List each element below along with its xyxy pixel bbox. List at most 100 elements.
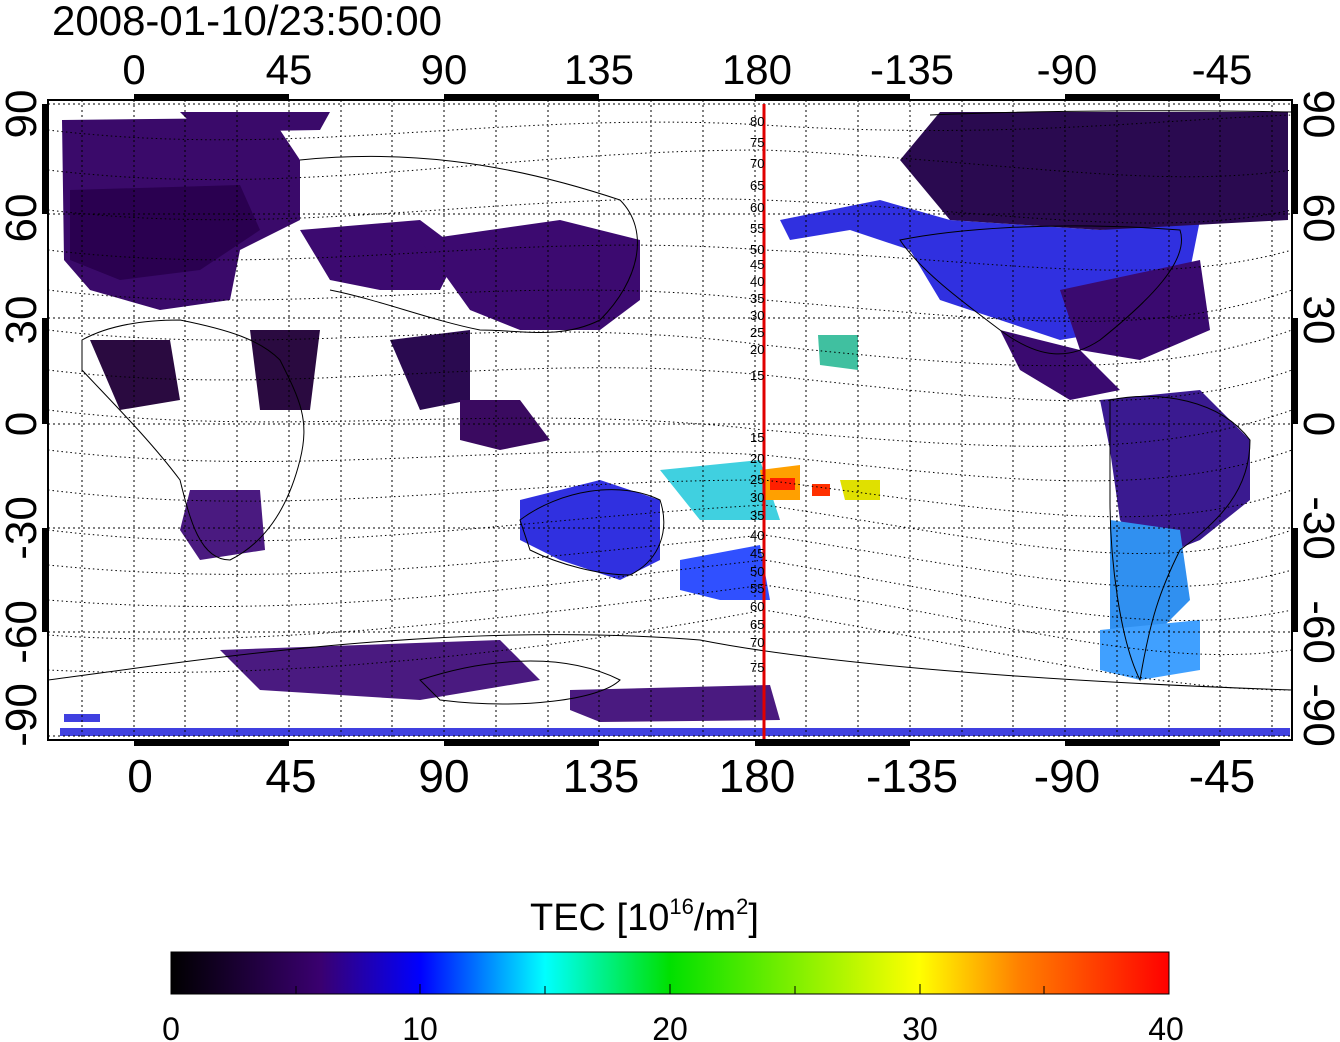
lat-tick-label-right: -30 (1294, 496, 1340, 560)
colorbar-title-text: TEC [10 (530, 897, 669, 939)
lon-tick-label-top: 135 (564, 46, 634, 93)
contour-label: 80 (750, 114, 764, 129)
lon-tick-label-top: 0 (122, 46, 145, 93)
colorbar-tick-label: 40 (1148, 1011, 1184, 1042)
lon-tick-label-bottom: -90 (1034, 750, 1100, 802)
lon-tick-label-bottom: 90 (418, 750, 469, 802)
colorbar-title-mid: /m (694, 897, 736, 939)
tec-region-south-ocean-purple (220, 640, 540, 700)
lon-tick-label-top: 45 (266, 46, 313, 93)
contour-label: 30 (750, 490, 764, 505)
colorbar-tick-label: 10 (402, 1011, 438, 1042)
lon-tick-label-bottom: 45 (265, 750, 316, 802)
contour-label: 60 (750, 599, 764, 614)
tec-region-indonesia (460, 400, 550, 450)
lon-tick-label-top: 90 (421, 46, 468, 93)
contour-label-group: 80 75 70 65 60 55 50 45 40 35 30 25 20 1… (750, 114, 764, 675)
tec-region-central-pacific-yellow (840, 480, 880, 500)
map-title: 2008-01-10/23:50:00 (52, 0, 442, 44)
top-longitude-axis: 0 45 90 135 180 -135 -90 -45 (122, 46, 1252, 93)
lat-tick-label-left: -90 (0, 683, 46, 747)
tec-region-india (390, 330, 470, 410)
lat-tick-label-left: -60 (0, 600, 46, 664)
tec-region-antarctic-band (60, 728, 1290, 736)
contour-label: 45 (750, 546, 764, 561)
lon-tick-label-bottom: 180 (719, 750, 796, 802)
contour-label: 55 (750, 221, 764, 236)
contour-label: 65 (750, 617, 764, 632)
tec-region-africa-west (90, 340, 180, 410)
contour-label: 75 (750, 660, 764, 675)
contour-label: 65 (750, 178, 764, 193)
map-gridlines (48, 100, 1292, 740)
contour-label: 35 (750, 291, 764, 306)
lat-tick-label-right: -60 (1294, 600, 1340, 664)
bottom-longitude-axis: 0 45 90 135 180 -135 -90 -45 (127, 750, 1255, 802)
lat-tick-label-left: 90 (0, 90, 46, 139)
tec-region-antarctica-purple (570, 685, 780, 722)
tec-region-central-pacific-red (770, 478, 795, 490)
tec-region-antarctic-band-2 (64, 714, 100, 722)
colorbar-tick-labels: 0 10 20 30 40 (162, 1011, 1184, 1042)
coastlines (48, 110, 1292, 705)
lon-tick-label-bottom: -135 (866, 750, 958, 802)
contour-label: 25 (750, 472, 764, 487)
contour-label: 45 (750, 257, 764, 272)
lon-tick-label-bottom: -45 (1189, 750, 1255, 802)
colorbar-title-sup1: 16 (669, 894, 693, 919)
lon-tick-label-top: 180 (722, 46, 792, 93)
lon-tick-label-top: -135 (870, 46, 954, 93)
right-latitude-axis: 90 60 30 0 -30 -60 -90 (1294, 90, 1340, 747)
contour-label: 25 (750, 325, 764, 340)
tec-region-canada-north (900, 112, 1288, 230)
tec-region-central-pacific-cyan (660, 460, 780, 520)
contour-label: 20 (750, 451, 764, 466)
lat-tick-label-right: -90 (1294, 683, 1340, 747)
contour-label: 50 (750, 242, 764, 257)
tec-region-red-patch (812, 484, 830, 496)
contour-label: 70 (750, 635, 764, 650)
lat-tick-label-right: 60 (1294, 194, 1340, 243)
contour-label: 40 (750, 274, 764, 289)
colorbar-title-end: ] (748, 897, 759, 939)
contour-label: 60 (750, 200, 764, 215)
contour-label: 30 (750, 308, 764, 323)
contour-label: 15 (750, 368, 764, 383)
tec-region-hawaii (818, 335, 858, 370)
contour-label: 75 (750, 135, 764, 150)
contour-label: 70 (750, 156, 764, 171)
lat-tick-label-right: 0 (1294, 412, 1340, 436)
lon-tick-label-top: -90 (1037, 46, 1098, 93)
tec-region-patagonia (1110, 520, 1190, 640)
lat-tick-label-left: 30 (0, 296, 46, 345)
colorbar-title: TEC [1016/m2] (530, 894, 759, 939)
lon-tick-label-bottom: 135 (563, 750, 640, 802)
contour-label: 40 (750, 528, 764, 543)
lat-tick-label-left: -30 (0, 496, 46, 560)
map-panel: 80 75 70 65 60 55 50 45 40 35 30 25 20 1… (42, 94, 1298, 746)
tec-region-china (420, 220, 640, 330)
tec-region-australia (520, 480, 660, 580)
lon-tick-label-bottom: 0 (127, 750, 153, 802)
tec-region-siberia-north (180, 112, 330, 132)
contour-label: 35 (750, 508, 764, 523)
contour-label: 55 (750, 581, 764, 596)
contour-label: 15 (750, 430, 764, 445)
lat-tick-label-left: 0 (0, 412, 46, 436)
magnetic-contours (48, 114, 1292, 691)
colorbar-title-sup2: 2 (736, 894, 748, 919)
lat-tick-label-left: 60 (0, 194, 46, 243)
contour-label: 20 (750, 342, 764, 357)
colorbar-tick-label: 0 (162, 1011, 180, 1042)
lat-tick-label-right: 90 (1294, 90, 1340, 139)
tec-region-central-asia (300, 220, 460, 290)
map-edge-ticks (42, 94, 1298, 746)
colorbar-ticks (295, 984, 1045, 994)
contour-label: 50 (750, 564, 764, 579)
lat-tick-label-right: 30 (1294, 296, 1340, 345)
tec-region-north-eurasia-2 (70, 185, 260, 280)
left-latitude-axis: 90 60 30 0 -30 -60 -90 (0, 90, 46, 747)
tec-region-south-america (1100, 390, 1250, 560)
colorbar-tick-label: 20 (652, 1011, 688, 1042)
